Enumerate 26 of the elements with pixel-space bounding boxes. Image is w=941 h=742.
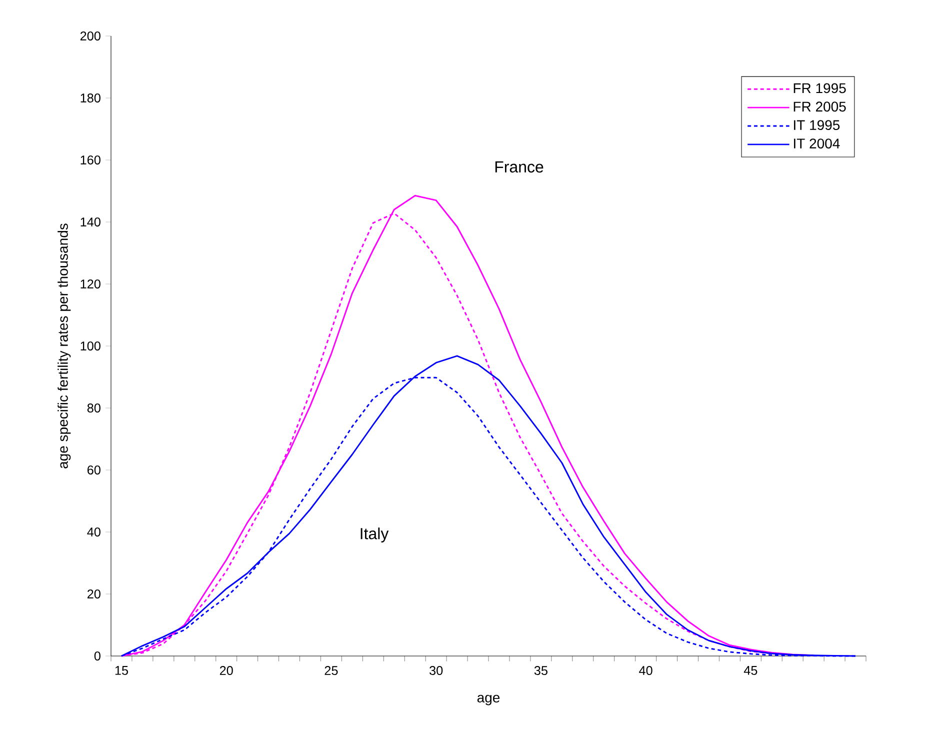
y-tick-label: 160 [80,156,100,164]
legend-label: IT 2004 [794,138,840,148]
legend-label: FR 2005 [794,102,846,112]
x-tick-label: 15 [115,666,128,675]
annotation: France [495,161,544,173]
y-tick-label: 200 [80,32,100,40]
y-axis-title: age specific fertility rates per thousands [58,224,71,468]
y-tick-label: 60 [88,466,100,474]
y-tick-label: 180 [80,94,100,102]
x-tick-label: 25 [324,666,338,676]
legend-label: IT 1995 [794,120,840,130]
y-tick-label: 40 [87,528,100,536]
annotation: Italy [360,528,389,542]
y-tick-label: 140 [80,218,100,226]
x-tick-label: 35 [534,666,548,676]
y-tick-label: 20 [87,590,100,598]
y-tick-label: 120 [80,280,100,288]
x-axis-title: age [477,694,500,706]
legend-label: FR 1995 [794,83,846,94]
y-tick-label: 100 [80,342,100,350]
x-tick-label: 40 [639,666,652,676]
x-tick-label: 20 [220,666,233,676]
y-tick-label: 80 [87,404,100,412]
y-tick-label: 0 [94,652,100,660]
x-tick-label: 30 [430,666,443,676]
x-tick-label: 45 [744,666,758,675]
